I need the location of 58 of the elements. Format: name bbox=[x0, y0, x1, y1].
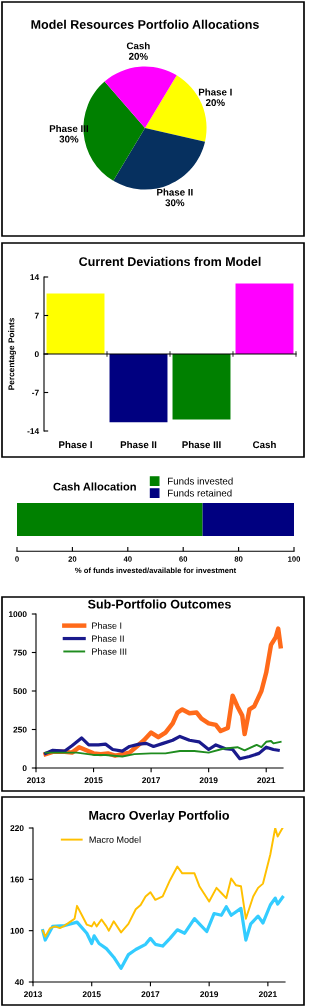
x-tick-label: Phase III bbox=[182, 441, 221, 449]
x-tick-label: 2013 bbox=[27, 777, 45, 784]
data-label: 20% bbox=[205, 99, 225, 106]
data-label: 20% bbox=[128, 52, 148, 60]
bar bbox=[46, 293, 105, 354]
legend-label: Funds retained bbox=[168, 489, 232, 497]
x-tick-label: Phase I bbox=[59, 441, 92, 449]
y-tick-label: -14 bbox=[27, 428, 40, 435]
line-series bbox=[41, 828, 284, 938]
y-axis-title: Percentage Points bbox=[8, 317, 16, 390]
line-series bbox=[41, 895, 285, 970]
y-tick-label: 250 bbox=[13, 726, 27, 733]
legend-label: Phase III bbox=[92, 648, 127, 655]
x-tick-label: Cash bbox=[253, 441, 276, 449]
y-tick-label: 40 bbox=[14, 979, 24, 986]
legend-label: Funds invested bbox=[168, 477, 233, 485]
x-tick-label: 2017 bbox=[141, 991, 160, 998]
legend-label: Macro Model bbox=[89, 836, 141, 843]
bar bbox=[109, 354, 168, 423]
data-label: 30% bbox=[59, 135, 79, 143]
line-series bbox=[44, 740, 282, 758]
slice-label: Phase I bbox=[198, 88, 232, 96]
line-series bbox=[43, 734, 280, 761]
y-tick-label: 1000 bbox=[8, 611, 27, 618]
slice-label: Phase II bbox=[157, 188, 193, 196]
x-tick-label: 2015 bbox=[82, 991, 101, 998]
y-tick-label: 7 bbox=[34, 312, 39, 319]
y-tick-label: 220 bbox=[10, 825, 24, 832]
y-tick-label: 160 bbox=[10, 876, 24, 883]
y-tick-label: 100 bbox=[10, 927, 24, 934]
pie-slice bbox=[113, 128, 206, 190]
bar bbox=[172, 354, 231, 420]
x-tick-label: 2015 bbox=[84, 777, 103, 784]
slice-label: Cash bbox=[126, 42, 150, 50]
x-tick-label: 2013 bbox=[24, 991, 42, 998]
y-tick-label: 500 bbox=[13, 688, 27, 695]
chart-title: Sub-Portfolio Outcomes bbox=[87, 599, 231, 609]
x-tick-label: 2019 bbox=[199, 777, 218, 784]
x-tick-label: 2021 bbox=[257, 777, 276, 784]
y-tick-label: -7 bbox=[32, 389, 39, 396]
data-label: 30% bbox=[165, 199, 185, 207]
legend-label: Phase II bbox=[92, 635, 124, 642]
y-tick-label: 0 bbox=[34, 351, 39, 358]
y-tick-label: 0 bbox=[22, 765, 27, 772]
chart-title: Model Resources Portfolio Allocations bbox=[31, 19, 259, 29]
bar bbox=[235, 283, 294, 354]
chart-title: Macro Overlay Portfolio bbox=[89, 810, 230, 823]
x-tick-label: 2021 bbox=[258, 991, 277, 998]
x-tick-label: Phase II bbox=[120, 441, 157, 449]
y-tick-label: 14 bbox=[30, 274, 40, 281]
legend-label: Phase I bbox=[92, 622, 122, 629]
chart-title: Current Deviations from Model bbox=[79, 256, 261, 267]
x-tick-label: 2017 bbox=[142, 777, 161, 784]
y-tick-label: 750 bbox=[13, 649, 27, 656]
pie-slice bbox=[83, 81, 145, 181]
pie-slice bbox=[104, 66, 177, 128]
x-tick-label: 2019 bbox=[200, 991, 219, 998]
chart-title: Cash Allocation bbox=[53, 482, 136, 491]
